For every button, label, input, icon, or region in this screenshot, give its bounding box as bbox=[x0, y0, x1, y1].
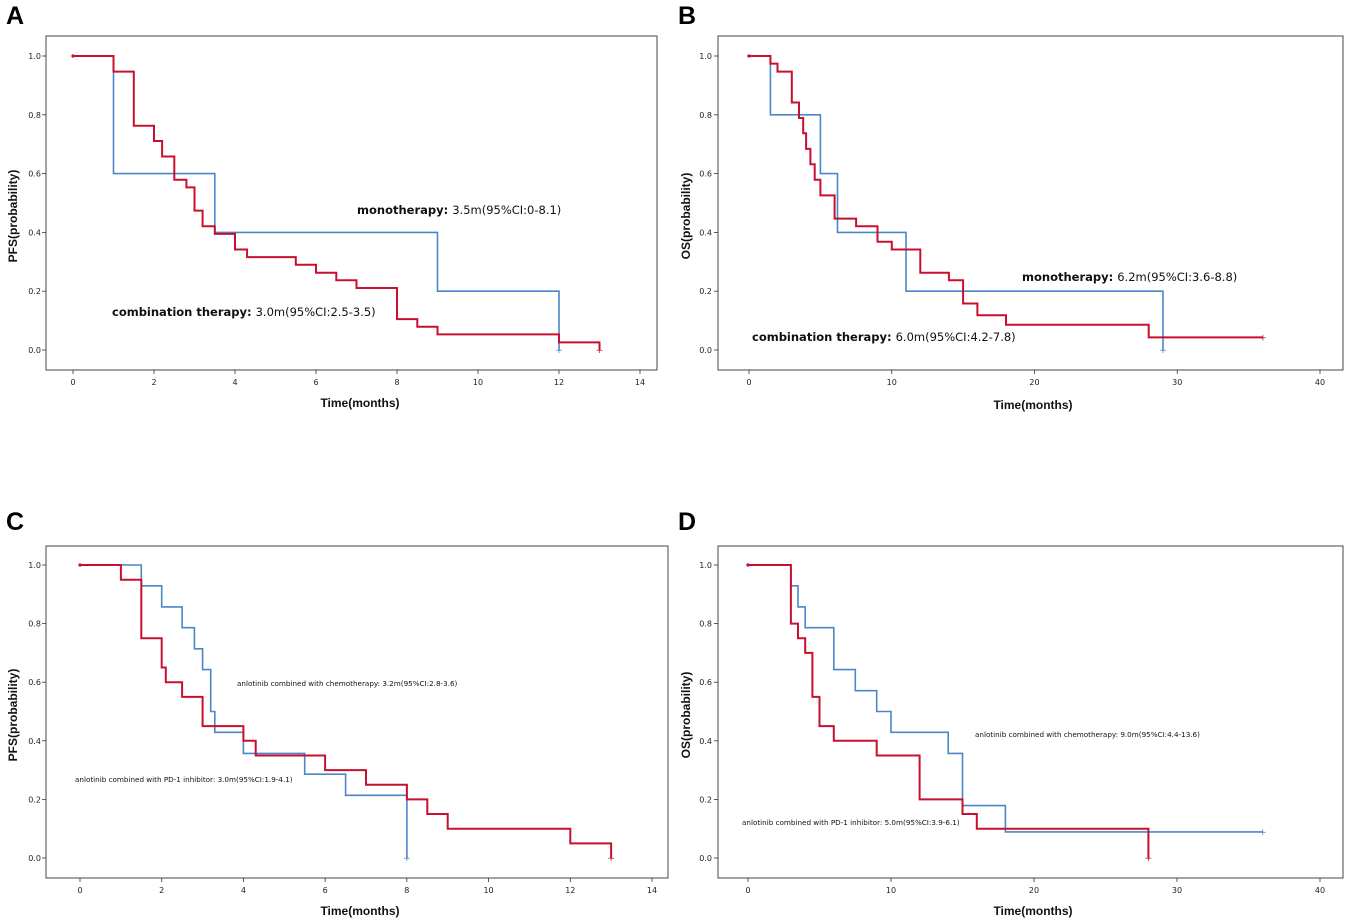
median-annotation: anlotinib combined with chemotherapy: 3.… bbox=[237, 679, 458, 688]
censor-mark: + bbox=[1259, 828, 1267, 838]
x-tick-label: 2 bbox=[151, 378, 156, 387]
y-tick-label: 0.6 bbox=[28, 170, 41, 179]
x-tick-label: 30 bbox=[1172, 886, 1182, 895]
x-tick-label: 0 bbox=[77, 886, 82, 895]
x-tick-label: 12 bbox=[554, 378, 564, 387]
y-tick-label: 0.6 bbox=[28, 678, 41, 687]
x-tick-label: 20 bbox=[1029, 886, 1039, 895]
start-point bbox=[71, 54, 75, 58]
x-tick-label: 0 bbox=[745, 886, 750, 895]
x-tick-label: 2 bbox=[159, 886, 164, 895]
x-tick-label: 4 bbox=[232, 378, 237, 387]
km-curve-red bbox=[73, 55, 601, 350]
x-tick-label: 40 bbox=[1315, 378, 1325, 387]
y-tick-label: 1.0 bbox=[28, 52, 41, 61]
plot-frame bbox=[45, 35, 658, 371]
censor-mark: + bbox=[596, 346, 604, 356]
y-tick-label: 0.6 bbox=[699, 678, 712, 687]
censor-mark: + bbox=[555, 346, 563, 356]
median-annotation: monotherapy: 6.2m(95%CI:3.6-8.8) bbox=[1022, 270, 1237, 284]
y-axis-label: PFS(probability) bbox=[6, 170, 20, 263]
median-annotation: combination therapy: 6.0m(95%CI:4.2-7.8) bbox=[752, 330, 1016, 344]
x-axis-label: Time(months) bbox=[993, 904, 1072, 918]
y-tick-label: 1.0 bbox=[699, 52, 712, 61]
median-annotation: monotherapy: 3.5m(95%CI:0-8.1) bbox=[357, 203, 561, 217]
panel-a: A 0.0 0.2 0.4 0.6 0.8 1.0 0 2 4 6 8 10 12 14 PFS(probab… bbox=[6, 2, 658, 410]
plot-frame bbox=[717, 545, 1344, 879]
x-axis-label: Time(months) bbox=[320, 904, 399, 918]
x-tick-label: 14 bbox=[647, 886, 657, 895]
km-curve-red bbox=[749, 55, 1263, 339]
plot-frame bbox=[717, 35, 1344, 371]
y-tick-label: 0.0 bbox=[28, 346, 41, 355]
y-tick-label: 1.0 bbox=[28, 561, 41, 570]
x-tick-label: 10 bbox=[473, 378, 483, 387]
y-tick-label: 0.4 bbox=[28, 228, 41, 237]
start-point bbox=[746, 563, 750, 567]
y-tick-label: 0.2 bbox=[28, 287, 41, 296]
start-point bbox=[747, 54, 751, 58]
x-tick-label: 40 bbox=[1315, 886, 1325, 895]
x-tick-label: 6 bbox=[313, 378, 318, 387]
censor-mark: + bbox=[1259, 333, 1267, 343]
y-tick-label: 0.8 bbox=[28, 111, 41, 120]
y-tick-label: 1.0 bbox=[699, 561, 712, 570]
panel-letter: D bbox=[678, 508, 696, 536]
plot-frame bbox=[45, 545, 669, 879]
x-tick-label: 10 bbox=[886, 886, 896, 895]
km-curve-blue bbox=[80, 564, 408, 858]
y-axis-label: OS(probability) bbox=[679, 672, 693, 759]
y-tick-label: 0.2 bbox=[699, 795, 712, 804]
panel-d: D 0.0 0.2 0.4 0.6 0.8 1.0 0 10 20 30 40 OS(probabili… bbox=[678, 508, 1344, 918]
x-tick-label: 12 bbox=[565, 886, 575, 895]
panel-letter: B bbox=[678, 2, 696, 30]
y-tick-label: 0.0 bbox=[699, 854, 712, 863]
x-tick-label: 6 bbox=[323, 886, 328, 895]
censor-mark: + bbox=[403, 854, 411, 864]
y-tick-label: 0.0 bbox=[699, 346, 712, 355]
km-curve-blue bbox=[749, 55, 1164, 350]
y-tick-label: 0.0 bbox=[28, 854, 41, 863]
x-tick-label: 30 bbox=[1172, 378, 1182, 387]
y-tick-label: 0.4 bbox=[699, 228, 712, 237]
x-axis-label: Time(months) bbox=[993, 398, 1072, 412]
panel-letter: A bbox=[6, 2, 24, 30]
y-tick-label: 0.4 bbox=[28, 737, 41, 746]
panel-c: C 0.0 0.2 0.4 0.6 0.8 1.0 0 2 4 6 8 10 12 14 PFS(probab… bbox=[6, 508, 669, 918]
y-tick-label: 0.8 bbox=[699, 111, 712, 120]
median-annotation: anlotinib combined with chemotherapy: 9.… bbox=[975, 730, 1200, 739]
panel-b: B 0.0 0.2 0.4 0.6 0.8 1.0 0 10 20 30 40 OS(probabili… bbox=[678, 2, 1344, 412]
y-tick-label: 0.8 bbox=[28, 620, 41, 629]
y-tick-label: 0.4 bbox=[699, 737, 712, 746]
km-curve-blue bbox=[748, 564, 1263, 833]
y-tick-label: 0.2 bbox=[28, 795, 41, 804]
x-tick-label: 14 bbox=[635, 378, 645, 387]
x-tick-label: 20 bbox=[1029, 378, 1039, 387]
km-curve-red bbox=[748, 564, 1150, 858]
y-tick-label: 0.8 bbox=[699, 620, 712, 629]
y-axis-label: OS(probability) bbox=[679, 173, 693, 260]
median-annotation: combination therapy: 3.0m(95%CI:2.5-3.5) bbox=[112, 305, 376, 319]
x-tick-label: 8 bbox=[404, 886, 409, 895]
x-tick-label: 0 bbox=[746, 378, 751, 387]
censor-mark: + bbox=[1145, 854, 1153, 864]
start-point bbox=[78, 563, 82, 567]
x-tick-label: 10 bbox=[483, 886, 493, 895]
censor-mark: + bbox=[1159, 346, 1167, 356]
censor-mark: + bbox=[607, 854, 615, 864]
x-tick-label: 4 bbox=[241, 886, 246, 895]
x-tick-label: 0 bbox=[70, 378, 75, 387]
km-curve-red bbox=[80, 564, 613, 858]
y-tick-label: 0.2 bbox=[699, 287, 712, 296]
median-annotation: anlotinib combined with PD-1 inhibitor: … bbox=[75, 775, 293, 784]
x-axis-label: Time(months) bbox=[320, 396, 399, 410]
x-tick-label: 8 bbox=[394, 378, 399, 387]
median-annotation: anlotinib combined with PD-1 inhibitor: … bbox=[742, 818, 960, 827]
y-tick-label: 0.6 bbox=[699, 170, 712, 179]
y-axis-label: PFS(probability) bbox=[6, 669, 20, 762]
panel-letter: C bbox=[6, 508, 24, 536]
x-tick-label: 10 bbox=[887, 378, 897, 387]
